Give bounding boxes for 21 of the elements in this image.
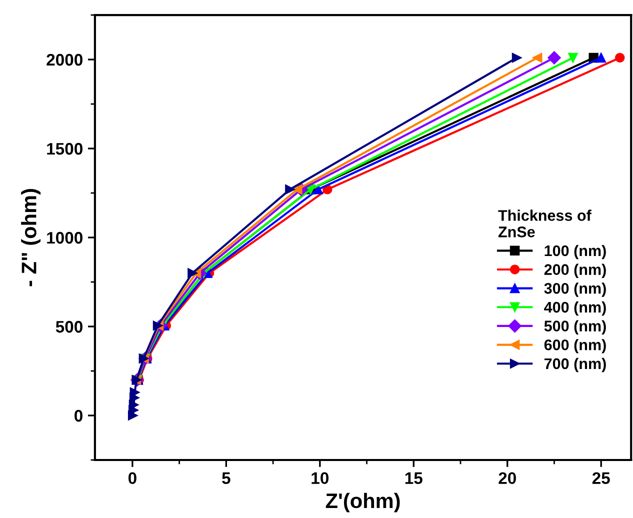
legend-label: 600 (nm): [544, 339, 606, 354]
x-tick-label: 5: [222, 472, 230, 484]
x-tick-label: 25: [592, 472, 610, 484]
x-tick-label: 10: [312, 472, 328, 484]
x-tick-label: 15: [405, 472, 422, 484]
legend-title: Thickness of ZnSe: [498, 210, 592, 238]
y-tick-label: 2000: [46, 54, 82, 66]
legend-label: 500 (nm): [544, 320, 606, 334]
y-tick-label: 1000: [47, 232, 82, 244]
x-tick-label: 20: [498, 472, 516, 484]
legend-label: 400 (nm): [544, 301, 606, 316]
legend-label: 100 (nm): [544, 244, 606, 260]
x-tick-label: 0: [128, 472, 136, 484]
y-axis-title: - Z" (ohm): [21, 189, 41, 286]
y-tick-label: 1500: [47, 142, 82, 155]
legend-label: 200 (nm): [544, 264, 606, 278]
x-axis-title: Z'(ohm): [326, 492, 400, 512]
legend-label: 700 (nm): [544, 358, 606, 372]
y-tick-label: 500: [56, 320, 82, 333]
y-tick-label: 0: [74, 410, 82, 422]
legend-label: 300 (nm): [544, 282, 606, 297]
